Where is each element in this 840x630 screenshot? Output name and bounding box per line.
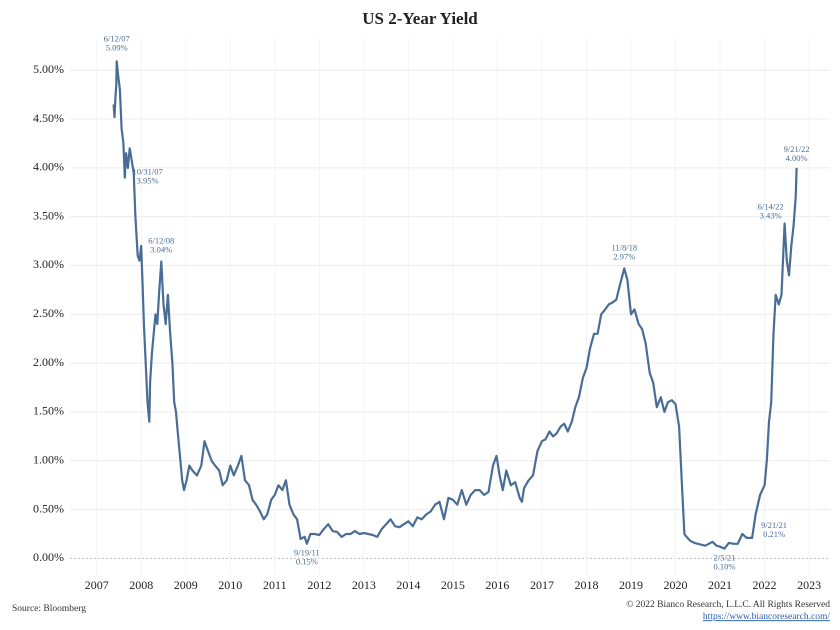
copyright: © 2022 Bianco Research, L.L.C. All Right… <box>626 599 830 610</box>
annotation-value: 4.00% <box>786 153 808 163</box>
x-tick-label: 2007 <box>85 578 109 592</box>
x-tick-label: 2017 <box>530 578 554 592</box>
y-tick-label: 3.00% <box>33 257 64 271</box>
annotation-value: 3.43% <box>760 210 782 220</box>
annotation-value: 0.10% <box>713 562 735 572</box>
annotation-value: 0.21% <box>763 529 785 539</box>
x-tick-label: 2022 <box>753 578 777 592</box>
x-tick-label: 2010 <box>218 578 242 592</box>
annotation-value: 2.97% <box>613 251 635 261</box>
x-tick-label: 2020 <box>664 578 688 592</box>
annotation-date: 10/31/07 <box>133 167 163 177</box>
y-tick-label: 4.50% <box>33 111 64 125</box>
y-tick-label: 3.50% <box>33 208 64 222</box>
y-tick-label: 4.00% <box>33 160 64 174</box>
x-tick-label: 2008 <box>129 578 153 592</box>
annotation-date: 9/19/11 <box>294 548 320 558</box>
annotation-value: 0.15% <box>296 557 318 567</box>
y-tick-label: 2.50% <box>33 306 64 320</box>
annotation-date: 9/21/21 <box>761 520 787 530</box>
annotation-value: 3.95% <box>137 176 159 186</box>
x-tick-label: 2009 <box>174 578 198 592</box>
x-tick-label: 2012 <box>307 578 331 592</box>
y-tick-label: 1.50% <box>33 404 64 418</box>
url[interactable]: https://www.biancoresearch.com/ <box>703 612 830 622</box>
y-tick-label: 0.00% <box>33 550 64 564</box>
y-tick-label: 2.00% <box>33 355 64 369</box>
x-tick-label: 2016 <box>485 578 509 592</box>
x-tick-label: 2013 <box>352 578 376 592</box>
x-tick-label: 2021 <box>708 578 732 592</box>
annotation-date: 9/21/22 <box>784 144 810 154</box>
x-tick-label: 2018 <box>574 578 598 592</box>
x-tick-label: 2015 <box>441 578 465 592</box>
x-tick-label: 2011 <box>263 578 287 592</box>
x-tick-label: 2019 <box>619 578 643 592</box>
annotation-date: 6/12/08 <box>148 236 174 246</box>
y-tick-label: 0.50% <box>33 501 64 515</box>
x-tick-label: 2014 <box>396 578 420 592</box>
source: Source: Bloomberg <box>12 604 86 614</box>
line <box>112 60 798 550</box>
annotation-date: 6/12/07 <box>104 33 130 43</box>
annotation-date: 11/8/18 <box>611 242 637 252</box>
annotation-value: 5.09% <box>106 42 128 52</box>
x-tick-label: 2023 <box>797 578 821 592</box>
annotation-date: 2/5/21 <box>714 553 736 563</box>
chart-title: US 2-Year Yield <box>362 9 478 28</box>
y-tick-label: 5.00% <box>33 62 64 76</box>
y-tick-label: 1.00% <box>33 453 64 467</box>
annotation-date: 6/14/22 <box>758 201 784 211</box>
annotation-value: 3.04% <box>150 245 172 255</box>
